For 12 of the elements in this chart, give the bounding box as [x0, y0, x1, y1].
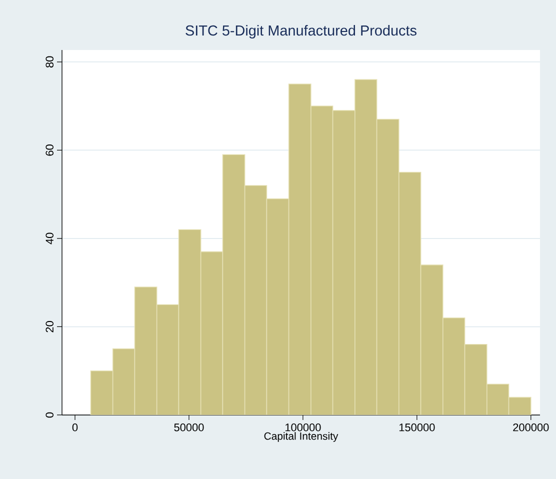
- y-tick-label: 20: [46, 321, 54, 332]
- y-tick-label: 60: [46, 144, 54, 156]
- x-tick-label: 200000: [513, 424, 549, 432]
- x-tick-label: 50000: [174, 424, 204, 432]
- y-tick-label: 80: [46, 56, 54, 68]
- x-tick-label: 100000: [285, 424, 321, 432]
- x-tick-label: 150000: [399, 424, 435, 432]
- y-tick-label: 0: [46, 412, 54, 418]
- chart-title: SITC 5-Digit Manufactured Products: [186, 25, 416, 38]
- y-tick-label: 40: [46, 232, 54, 244]
- x-axis-title: Capital Intensity: [264, 432, 338, 442]
- x-tick-label: 0: [72, 424, 78, 432]
